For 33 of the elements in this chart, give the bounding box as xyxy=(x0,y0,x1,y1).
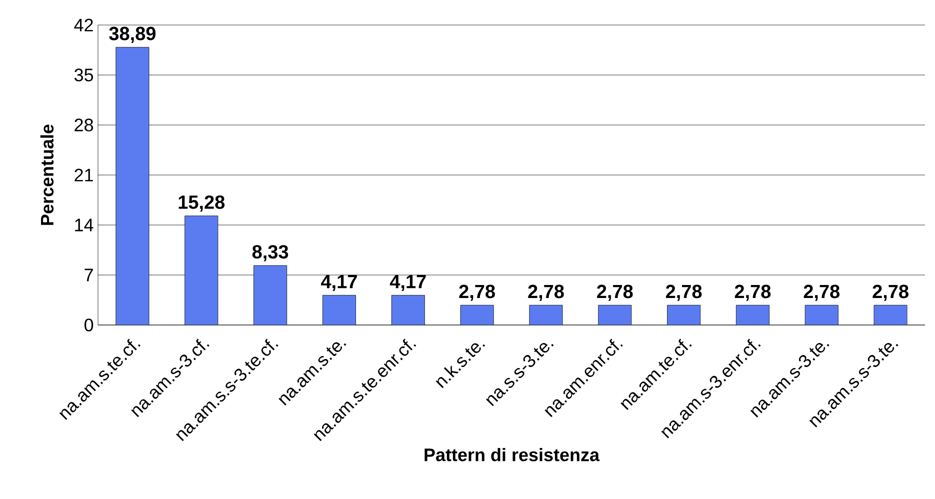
data-label: 2,78 xyxy=(459,284,495,301)
bar xyxy=(736,304,770,325)
data-label: 4,17 xyxy=(321,275,357,292)
data-label: 2,78 xyxy=(872,284,908,301)
bar xyxy=(804,304,838,325)
y-tick-label: 21 xyxy=(74,168,93,182)
bar xyxy=(116,47,150,325)
y-tick-label: 35 xyxy=(74,68,94,82)
bar xyxy=(184,216,218,325)
data-label: 2,78 xyxy=(528,284,564,301)
bar xyxy=(391,295,425,325)
data-label: 4,17 xyxy=(390,275,426,292)
data-label: 2,78 xyxy=(666,284,702,301)
x-axis-title: Pattern di resistenza xyxy=(424,448,600,462)
y-tick-label: 14 xyxy=(75,218,94,232)
bar xyxy=(529,304,563,325)
data-label: 38,89 xyxy=(109,26,156,44)
data-label: 2,78 xyxy=(597,284,633,301)
y-tick-label: 42 xyxy=(74,18,93,32)
bar xyxy=(598,304,632,325)
bar xyxy=(667,304,701,325)
y-tick-label: 0 xyxy=(84,318,94,332)
y-tick-label: 7 xyxy=(84,268,93,282)
data-label: 2,78 xyxy=(734,284,771,301)
data-label: 8,33 xyxy=(252,245,288,262)
data-label: 2,78 xyxy=(804,284,840,301)
data-label: 15,28 xyxy=(178,195,225,212)
bar xyxy=(874,304,908,325)
y-tick-label: 28 xyxy=(74,118,94,132)
bar xyxy=(460,304,494,325)
bar xyxy=(322,295,356,325)
y-axis-title: Percentuale xyxy=(40,124,54,225)
bar xyxy=(254,265,288,325)
